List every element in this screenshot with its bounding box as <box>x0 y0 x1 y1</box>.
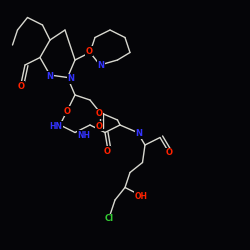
Text: O: O <box>165 148 172 157</box>
Text: N: N <box>68 74 75 83</box>
Text: Cl: Cl <box>104 214 113 223</box>
Text: HN: HN <box>50 122 63 131</box>
Text: N: N <box>98 60 105 70</box>
Text: NH: NH <box>77 130 90 140</box>
Text: O: O <box>95 122 102 131</box>
Text: O: O <box>64 107 71 116</box>
Text: N: N <box>46 72 54 81</box>
Text: O: O <box>104 147 110 156</box>
Text: N: N <box>135 129 142 138</box>
Text: O: O <box>18 82 25 91</box>
Text: O: O <box>96 109 103 118</box>
Text: OH: OH <box>135 192 148 201</box>
Text: O: O <box>85 47 92 56</box>
